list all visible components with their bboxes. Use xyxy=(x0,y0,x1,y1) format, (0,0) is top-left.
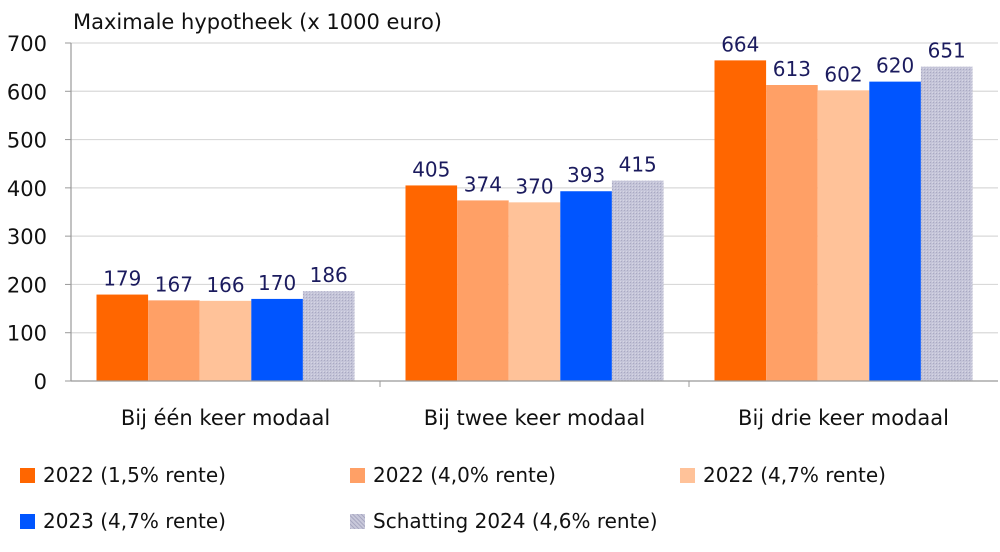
bar xyxy=(302,291,355,381)
x-tick-label: Bij twee keer modaal xyxy=(424,406,645,430)
data-label: 651 xyxy=(928,39,966,63)
y-tick-label: 100 xyxy=(7,322,47,346)
bar xyxy=(766,85,818,381)
bar xyxy=(714,60,767,381)
bar xyxy=(199,300,252,381)
data-label: 170 xyxy=(258,271,296,295)
data-label: 374 xyxy=(464,172,502,196)
y-tick-label: 0 xyxy=(34,370,47,394)
bar xyxy=(508,202,561,381)
bar xyxy=(920,66,973,381)
data-label: 166 xyxy=(206,273,244,297)
data-label: 186 xyxy=(310,263,348,287)
data-label: 620 xyxy=(876,54,914,78)
bar xyxy=(560,191,612,381)
data-label: 179 xyxy=(103,267,141,291)
bar xyxy=(148,300,200,381)
bar xyxy=(96,294,149,381)
y-tick-label: 400 xyxy=(7,177,47,201)
data-label: 602 xyxy=(824,62,862,86)
data-label: 405 xyxy=(412,157,450,181)
y-tick-label: 500 xyxy=(7,129,47,153)
data-label: 370 xyxy=(515,174,553,198)
data-label: 613 xyxy=(773,57,811,81)
bar xyxy=(611,180,664,381)
y-tick-label: 600 xyxy=(7,80,47,104)
data-label: 167 xyxy=(155,272,193,296)
bar xyxy=(817,90,870,381)
bar xyxy=(869,81,921,381)
data-label: 664 xyxy=(721,32,759,56)
y-tick-label: 700 xyxy=(7,32,47,56)
y-tick-label: 300 xyxy=(7,225,47,249)
bar xyxy=(457,200,509,381)
x-tick-label: Bij één keer modaal xyxy=(121,406,330,430)
chart-title: Maximale hypotheek (x 1000 euro) xyxy=(73,10,442,34)
data-label: 393 xyxy=(567,163,605,187)
y-tick-label: 200 xyxy=(7,273,47,297)
data-label: 415 xyxy=(619,153,657,177)
bar xyxy=(405,185,458,381)
x-tick-label: Bij drie keer modaal xyxy=(738,406,949,430)
bar xyxy=(251,298,303,381)
